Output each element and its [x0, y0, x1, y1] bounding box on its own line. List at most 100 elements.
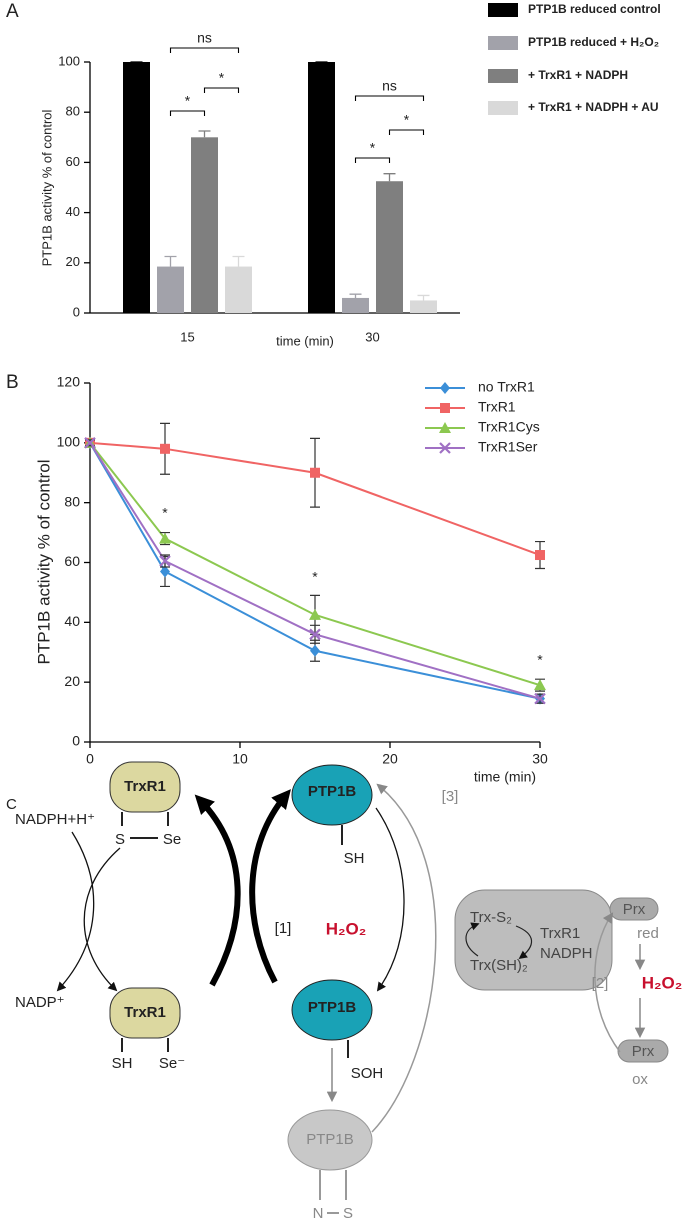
ptp1b-label: PTP1B [306, 1131, 354, 1148]
diagram: C TrxR1 S Se TrxR1 SH Se⁻ NADPH+H⁺ NADP⁺… [6, 761, 683, 1222]
prx-label: Prx [632, 1043, 655, 1060]
series-line [89, 442, 541, 700]
significance-label: ns [197, 30, 212, 46]
marker [160, 565, 170, 578]
arrow [465, 922, 480, 957]
legend-label: PTP1B reduced + H₂O₂ [528, 35, 659, 49]
error-bar [164, 255, 177, 267]
y-axis-label: PTP1B activity % of control [39, 109, 54, 266]
error-bar [349, 293, 362, 298]
h2o2: H₂O₂ [642, 973, 683, 992]
step-label: [3] [442, 788, 459, 805]
significance-bracket [354, 95, 425, 101]
arrow [594, 912, 621, 1053]
bar [376, 181, 403, 313]
error-bar [232, 255, 245, 267]
significance-bracket [388, 129, 425, 135]
marker [310, 467, 320, 478]
trxr1-box [109, 987, 181, 1039]
significance-bracket [354, 157, 391, 163]
series-line [89, 442, 541, 700]
x-axis-label: time (min) [276, 333, 334, 348]
bar [342, 297, 369, 313]
significance-label: * [312, 569, 318, 585]
significance-label: * [404, 112, 410, 128]
thiol: S [115, 831, 125, 848]
trx-oxidized: Trx-S₂ [470, 909, 512, 926]
x-tick-label: 0 [86, 751, 94, 767]
significance-label: * [162, 505, 168, 521]
significance-bracket [169, 47, 240, 53]
y-tick-label: 80 [64, 493, 80, 509]
legend-swatch [488, 101, 518, 115]
significance-bracket [203, 87, 240, 93]
cofactor: NADPH+H⁺ [15, 811, 95, 828]
y-tick-label: 120 [57, 374, 81, 390]
y-tick-label: 80 [66, 104, 80, 119]
marker [309, 628, 321, 641]
h2o2: H₂O₂ [326, 919, 367, 938]
y-tick-label: 40 [66, 204, 80, 219]
y-tick-label: 60 [66, 154, 80, 169]
series-line [89, 441, 541, 556]
arrow [375, 807, 405, 992]
group: SH [344, 850, 365, 867]
x-tick-label: 30 [532, 751, 548, 767]
bar [191, 137, 218, 313]
bar [225, 266, 252, 313]
selenol: Se [163, 831, 181, 848]
marker [310, 644, 320, 657]
trxr1-label: TrxR1 [124, 778, 166, 795]
panel-label: B [6, 372, 19, 393]
significance-bracket [169, 110, 206, 116]
step-label: [2] [592, 975, 609, 992]
y-tick-label: 0 [72, 733, 80, 749]
marker [535, 550, 545, 561]
prx-label: Prx [623, 901, 646, 918]
y-tick-label: 100 [58, 53, 80, 68]
panel-label: C [6, 796, 17, 813]
thick-arrow [194, 794, 241, 987]
marker [84, 437, 96, 449]
x-tick-label: 20 [382, 751, 398, 767]
error-bar [198, 130, 211, 138]
y-tick-label: 20 [64, 673, 80, 689]
group: SOH [351, 1065, 384, 1082]
legend-swatch [488, 36, 518, 50]
legend-marker [440, 382, 450, 394]
x-axis-label: time (min) [474, 769, 536, 785]
atom: S [343, 1205, 353, 1222]
y-tick-label: 100 [57, 434, 81, 450]
trx-cofactor: NADPH [540, 945, 593, 962]
significance-label: * [370, 140, 376, 156]
series-line [89, 442, 541, 687]
trxr1-box [109, 761, 181, 813]
trx-enzyme: TrxR1 [540, 925, 580, 942]
y-axis-label: PTP1B activity % of control [34, 459, 53, 664]
bar [123, 62, 150, 313]
prx [617, 1039, 669, 1063]
legend-label: no TrxR1 [478, 379, 535, 395]
legend-label: TrxR1Ser [478, 439, 538, 455]
prx [609, 897, 659, 921]
selenol: Se⁻ [159, 1055, 185, 1072]
legend-marker [439, 442, 451, 454]
bar [157, 266, 184, 313]
legend-marker [440, 403, 450, 413]
legend-swatch [488, 3, 518, 17]
ptp1b-label: PTP1B [308, 999, 357, 1016]
trxr1-label: TrxR1 [124, 1004, 166, 1021]
significance-label: ns [382, 78, 397, 94]
y-tick-label: 0 [73, 304, 80, 319]
marker [534, 679, 546, 691]
arrow [83, 847, 121, 992]
bar [410, 300, 437, 313]
arrow [371, 783, 437, 1133]
arrow [515, 925, 533, 960]
significance-label: * [537, 652, 543, 668]
legend-label: PTP1B reduced control [528, 2, 661, 16]
cofactor: NADP⁺ [15, 994, 65, 1011]
significance-label: * [185, 93, 191, 109]
x-tick-label: 30 [365, 329, 379, 344]
